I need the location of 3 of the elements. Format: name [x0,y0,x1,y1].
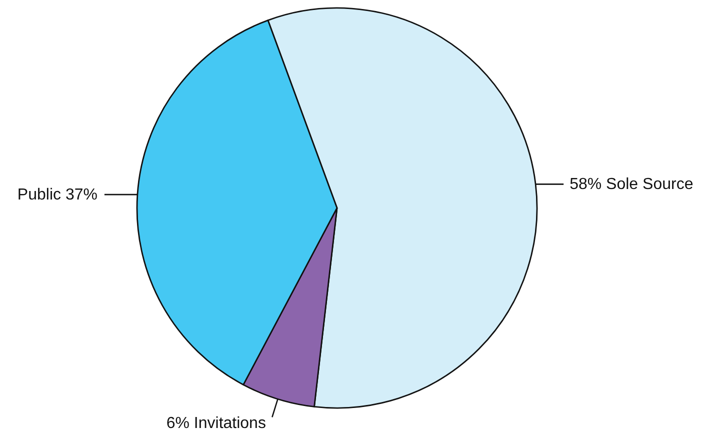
slice-label: Public 37% [17,186,98,204]
slice-label: 58% Sole Source [570,176,694,194]
slice-label: 6% Invitations [166,415,266,432]
